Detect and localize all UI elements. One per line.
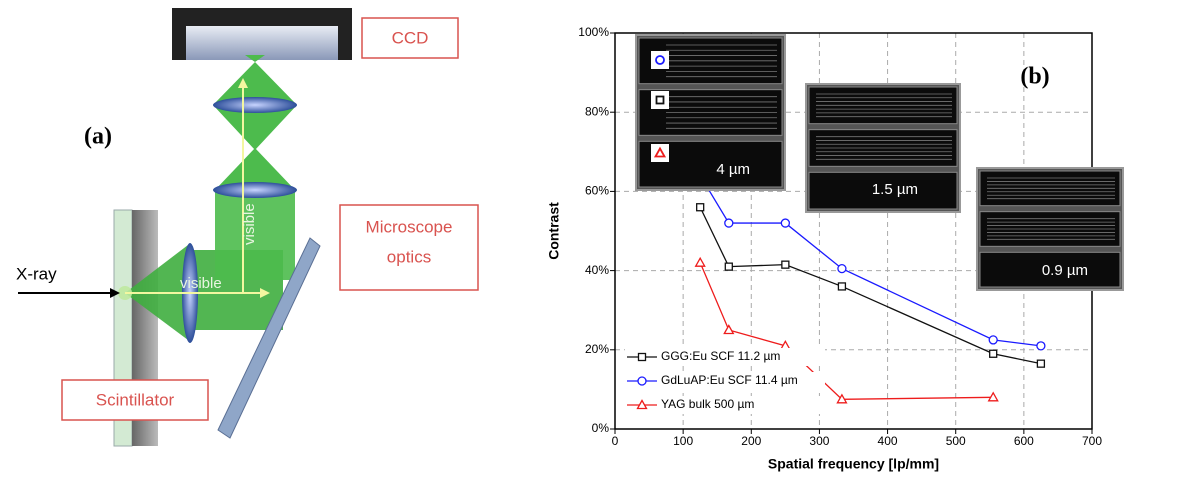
x-tick-label: 100 — [673, 434, 693, 448]
y-tick-label: 100% — [578, 25, 609, 39]
optics-label: Microscope — [366, 217, 453, 236]
legend-bg — [625, 348, 825, 366]
beam — [215, 148, 295, 190]
marker — [724, 262, 733, 271]
series-line — [699, 175, 1041, 347]
marker — [637, 376, 647, 386]
scintillator-box — [61, 379, 209, 421]
x-tick-label: 0 — [612, 434, 619, 448]
marker — [987, 391, 999, 402]
visible-label: visible — [241, 203, 258, 245]
marker — [837, 263, 847, 274]
marker — [723, 324, 735, 335]
arrowhead — [238, 78, 248, 88]
y-tick-label: 80% — [585, 104, 609, 118]
marker — [724, 218, 734, 228]
legend-bg — [625, 372, 825, 390]
marker — [694, 256, 706, 267]
x-tick-label: 400 — [878, 434, 898, 448]
marker — [637, 352, 647, 362]
panel-label: (b) — [1020, 64, 1049, 90]
marker — [655, 95, 665, 105]
marker — [837, 282, 847, 291]
legend-label: GGG:Eu SCF 11.2 µm — [661, 349, 780, 363]
marker — [836, 393, 848, 404]
x-tick-label: 500 — [946, 434, 966, 448]
arrowhead — [260, 288, 270, 298]
panel-label: (a) — [84, 124, 112, 150]
inset-label: 0.9 µm — [1042, 262, 1088, 279]
ccd-box — [361, 17, 459, 59]
marker — [1036, 359, 1046, 368]
ccd-label: CCD — [392, 28, 429, 47]
xray-label: X-ray — [16, 264, 57, 283]
marker — [636, 399, 648, 410]
marker — [1036, 341, 1046, 351]
marker — [655, 55, 665, 65]
inset-panel — [979, 251, 1121, 288]
arrowhead — [110, 288, 120, 298]
marker — [781, 260, 790, 269]
legend-label: YAG bulk 500 µm — [661, 397, 754, 411]
y-tick-label: 40% — [585, 263, 609, 277]
y-tick-label: 60% — [585, 184, 609, 198]
optics-label: optics — [387, 247, 431, 266]
legend-bg — [625, 396, 825, 414]
scintillator-label: Scintillator — [96, 390, 175, 409]
x-axis-label: Spatial frequency [lp/mm] — [768, 456, 939, 472]
marker — [988, 335, 998, 345]
x-tick-label: 600 — [1014, 434, 1034, 448]
x-tick-label: 300 — [809, 434, 829, 448]
y-axis-label: Contrast — [546, 202, 562, 260]
legend-label: GdLuAP:Eu SCF 11.4 µm — [661, 373, 798, 387]
visible-label: visible — [180, 275, 222, 292]
y-tick-label: 20% — [585, 342, 609, 356]
inset-label: 4 µm — [716, 161, 750, 178]
marker — [696, 203, 705, 212]
panel-a: X-ray visible visible (a) CCD Microscope… — [16, 8, 479, 447]
ccd-sensor — [186, 26, 338, 60]
inset-label: 1.5 µm — [872, 181, 918, 198]
mirror — [217, 237, 321, 439]
x-tick-label: 700 — [1082, 434, 1102, 448]
lens — [213, 182, 297, 198]
lens — [213, 97, 297, 113]
x-tick-label: 200 — [741, 434, 761, 448]
beam — [245, 55, 265, 62]
beam — [215, 190, 295, 280]
optics-box — [339, 204, 479, 291]
series-line — [699, 206, 1042, 365]
marker — [780, 218, 791, 228]
inset-panel — [808, 171, 958, 210]
marker — [989, 349, 998, 358]
y-tick-label: 0% — [592, 421, 610, 435]
marker — [653, 146, 667, 158]
